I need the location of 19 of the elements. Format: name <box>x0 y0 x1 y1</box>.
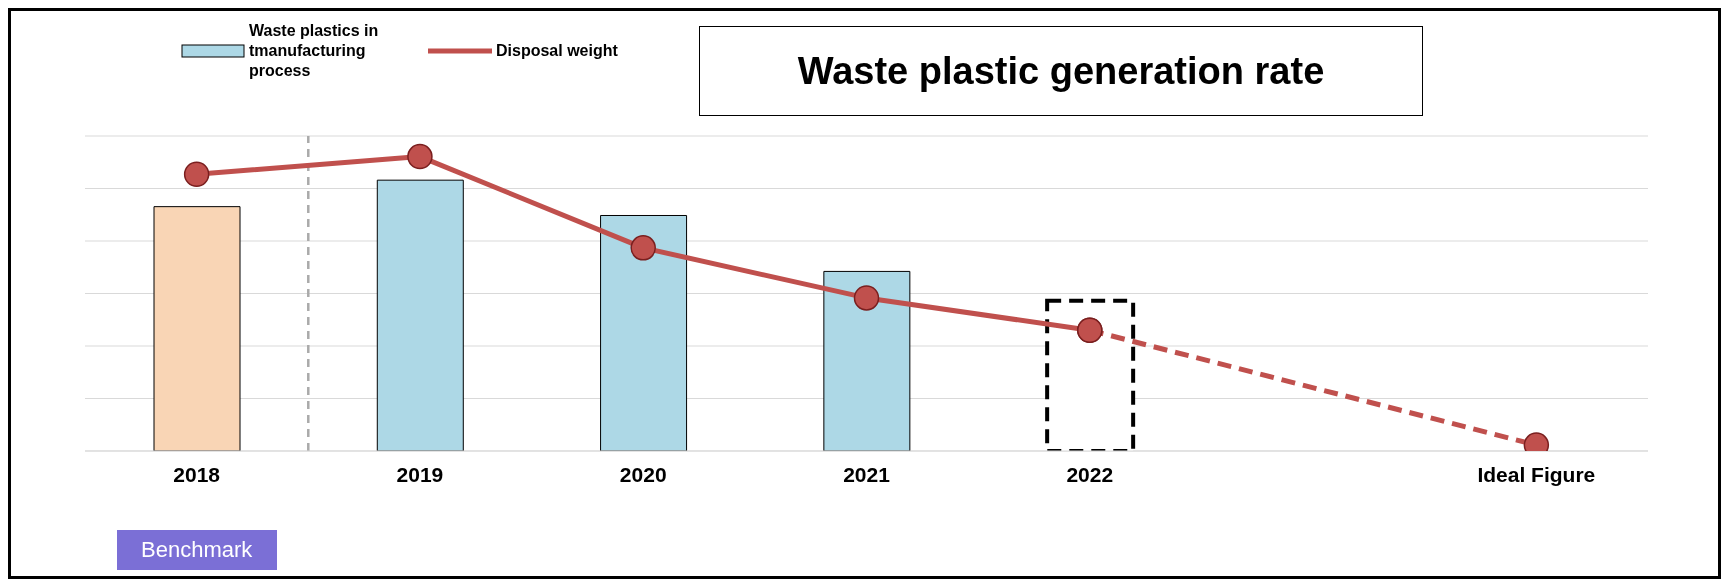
x-tick-label: 2020 <box>619 462 667 486</box>
point <box>1077 317 1103 344</box>
bar <box>600 214 688 451</box>
legend-label: Disposal weight <box>496 41 618 61</box>
x-tick-label: Ideal Figure <box>1477 462 1596 486</box>
chart-title: Waste plastic generation rate <box>699 26 1423 116</box>
bar <box>376 179 464 451</box>
bar <box>823 270 911 451</box>
x-tick-label: 2022 <box>1066 462 1114 486</box>
point <box>407 143 433 170</box>
x-tick-label: 2019 <box>396 462 444 486</box>
legend-label: Waste plastics in tmanufacturing process <box>249 21 380 81</box>
x-tick-label: 2018 <box>173 462 221 486</box>
point <box>853 285 880 311</box>
point <box>630 235 656 261</box>
point <box>183 161 210 188</box>
bar <box>153 206 241 451</box>
text: Benchmark <box>116 530 277 570</box>
x-tick-label: 2021 <box>843 462 891 486</box>
